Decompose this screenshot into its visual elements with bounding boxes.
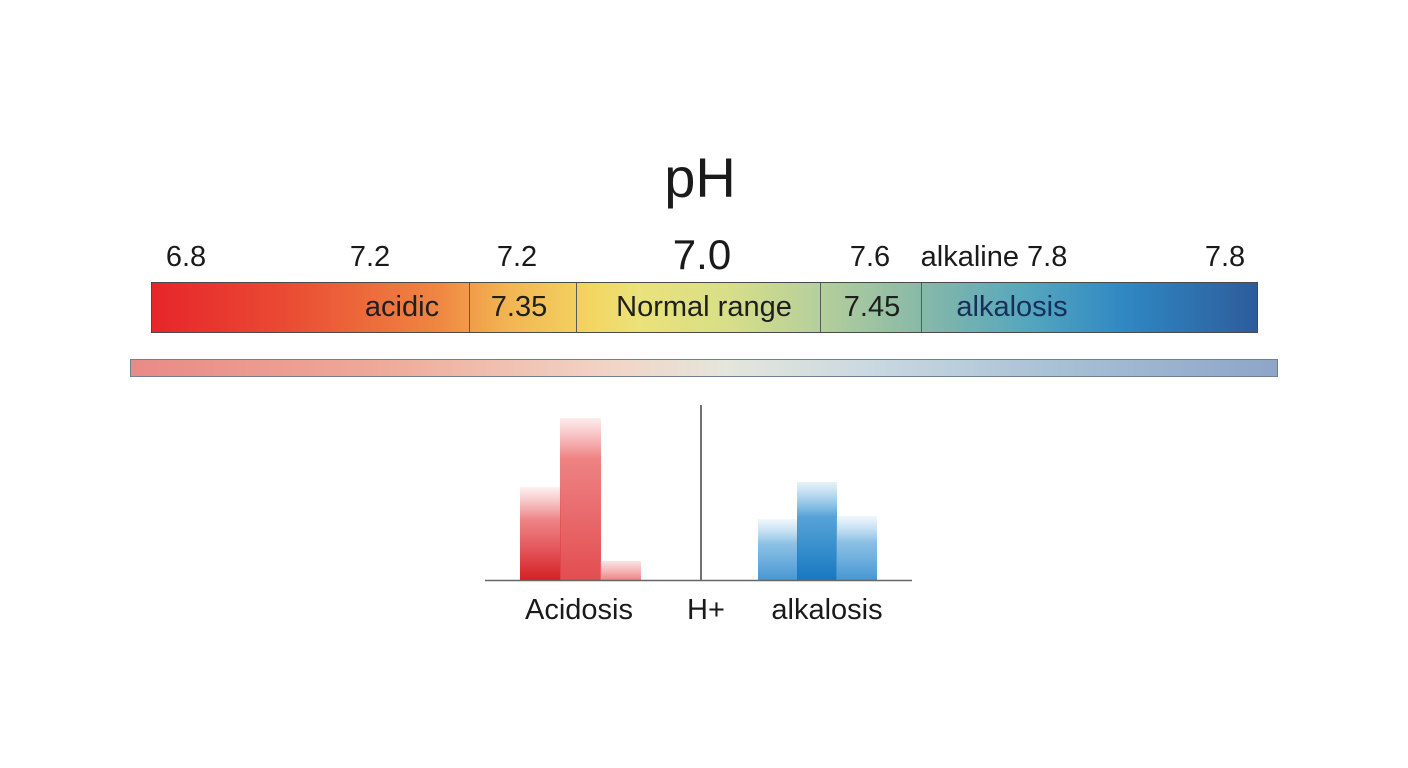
segment-divider-lower-normal xyxy=(576,283,577,332)
segment-label-7-45: 7.45 xyxy=(843,291,901,323)
tick-7-0-center: 7.0 xyxy=(672,231,732,278)
segment-label-7-35: 7.35 xyxy=(490,291,548,323)
segment-label-normal-range: Normal range xyxy=(616,291,792,323)
alkalosis-bar-right xyxy=(836,516,877,581)
acidosis-bar-tall xyxy=(560,418,601,581)
alkalosis-bar-left xyxy=(758,519,798,581)
segment-label-alkalosis: alkalosis xyxy=(956,291,1068,323)
segment-divider-acidic xyxy=(469,283,470,332)
ph-gradient-scale-bar: acidic 7.35 Normal range 7.45 alkalosis xyxy=(151,282,1258,333)
alkalosis-bar-tall xyxy=(797,482,837,581)
tick-7-6: 7.6 xyxy=(849,241,891,273)
segment-divider-upper-normal xyxy=(820,283,821,332)
tick-6-8: 6.8 xyxy=(165,241,207,273)
tick-7-8: 7.8 xyxy=(1204,241,1246,273)
alkalosis-histogram-label: alkalosis xyxy=(771,594,883,626)
segment-label-acidic: acidic xyxy=(364,291,440,323)
ph-title: pH xyxy=(664,146,736,209)
segment-divider-alkalosis xyxy=(921,283,922,332)
tick-alkaline-7-8: alkaline 7.8 xyxy=(920,241,1068,273)
acidosis-label: Acidosis xyxy=(525,594,633,626)
acidosis-bar-small xyxy=(600,561,641,581)
acidosis-bar-left xyxy=(520,487,561,581)
h-plus-label: H+ xyxy=(687,594,725,626)
tick-7-2-first: 7.2 xyxy=(349,241,391,273)
ph-secondary-gradient-bar xyxy=(130,359,1278,377)
tick-7-2-second: 7.2 xyxy=(496,241,538,273)
